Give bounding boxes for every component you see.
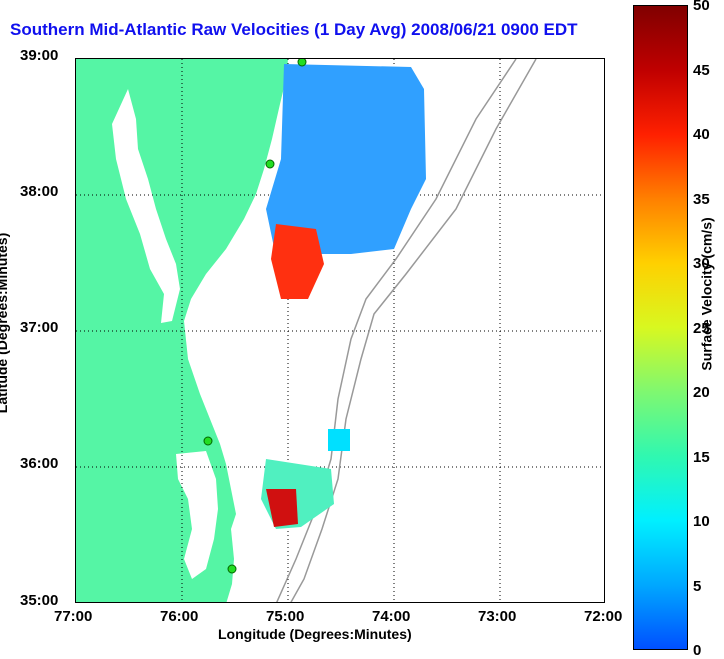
x-tick-label: 76:00: [160, 608, 199, 625]
chesapeake-bay: [112, 89, 180, 323]
x-axis-label: Longitude (Degrees:Minutes): [218, 626, 412, 642]
velocity-field-north: [266, 64, 426, 257]
colorbar-tick-label: 45: [693, 62, 710, 79]
bathymetry-contours: [276, 59, 537, 602]
colorbar-tick-label: 15: [693, 449, 710, 466]
y-tick-label: 35:00: [20, 592, 59, 609]
colorbar-tick-label: 25: [693, 320, 710, 337]
colorbar-tick-label: 5: [693, 578, 702, 595]
map-svg: [76, 59, 604, 602]
y-axis-label: Latitude (Degrees:Minutes): [0, 232, 11, 414]
colorbar-label: Surface Velocity (cm/s): [698, 217, 715, 371]
map-title: Southern Mid-Atlantic Raw Velocities (1 …: [10, 20, 578, 39]
x-tick-label: 74:00: [372, 608, 411, 625]
velocity-field-isolated: [328, 429, 350, 451]
colorbar-tick-label: 20: [693, 384, 710, 401]
x-tick-label: 72:00: [584, 608, 623, 625]
velocity-field-fast-south: [266, 489, 298, 527]
velocity-field-fast-north: [271, 224, 324, 299]
radar-stations: [203, 59, 307, 574]
colorbar-tick-label: 40: [693, 126, 710, 143]
y-tick-label: 36:00: [20, 455, 59, 472]
map-area: [75, 58, 605, 603]
colorbar-tick-label: 35: [693, 191, 710, 208]
x-tick-label: 75:00: [266, 608, 305, 625]
colorbar-tick-label: 50: [693, 0, 710, 14]
x-tick-label: 73:00: [478, 608, 517, 625]
x-tick-label: 77:00: [54, 608, 93, 625]
colorbar-tick-label: 10: [693, 513, 710, 530]
colorbar-tick-label: 30: [693, 255, 710, 272]
y-tick-label: 38:00: [20, 183, 59, 200]
sound-water: [176, 451, 218, 579]
y-tick-label: 39:00: [20, 47, 59, 64]
colorbar: [633, 5, 688, 650]
colorbar-tick-label: 0: [693, 642, 702, 659]
y-tick-label: 37:00: [20, 319, 59, 336]
